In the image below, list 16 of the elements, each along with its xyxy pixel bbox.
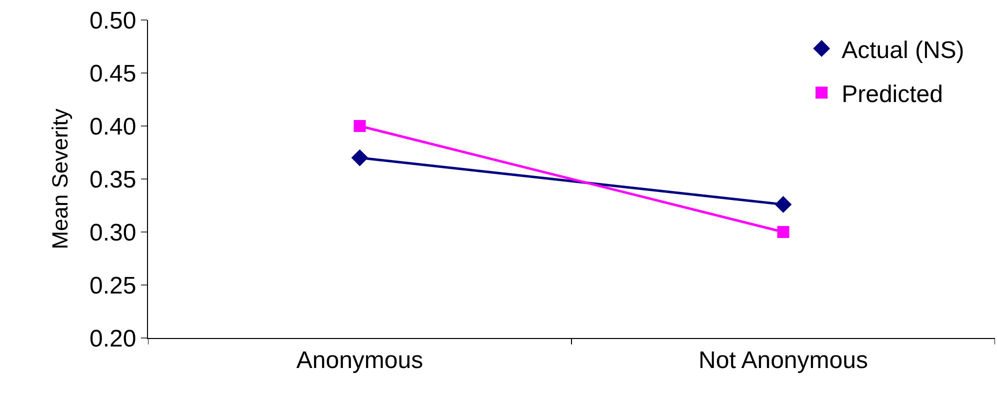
- point: [354, 120, 366, 132]
- y-tick-label: 0.35: [89, 166, 136, 194]
- y-tick-label: 0.40: [89, 113, 136, 140]
- legend-label: Actual (NS): [842, 36, 964, 64]
- y-tick-label: 0.30: [89, 219, 136, 246]
- point: [777, 226, 790, 238]
- x-tick-label: Not Anonymous: [698, 346, 868, 374]
- legend-label: Predicted: [842, 81, 943, 108]
- y-tick-label: 0.45: [89, 60, 136, 88]
- point: [351, 149, 368, 166]
- x-tick-label: Anonymous: [296, 346, 424, 374]
- y-tick-label: 0.50: [89, 7, 136, 34]
- y-tick-label: 0.20: [89, 325, 136, 352]
- y-axis-title: Mean Severity: [47, 108, 72, 250]
- point: [774, 196, 792, 213]
- y-tick-label: 0.25: [89, 272, 136, 300]
